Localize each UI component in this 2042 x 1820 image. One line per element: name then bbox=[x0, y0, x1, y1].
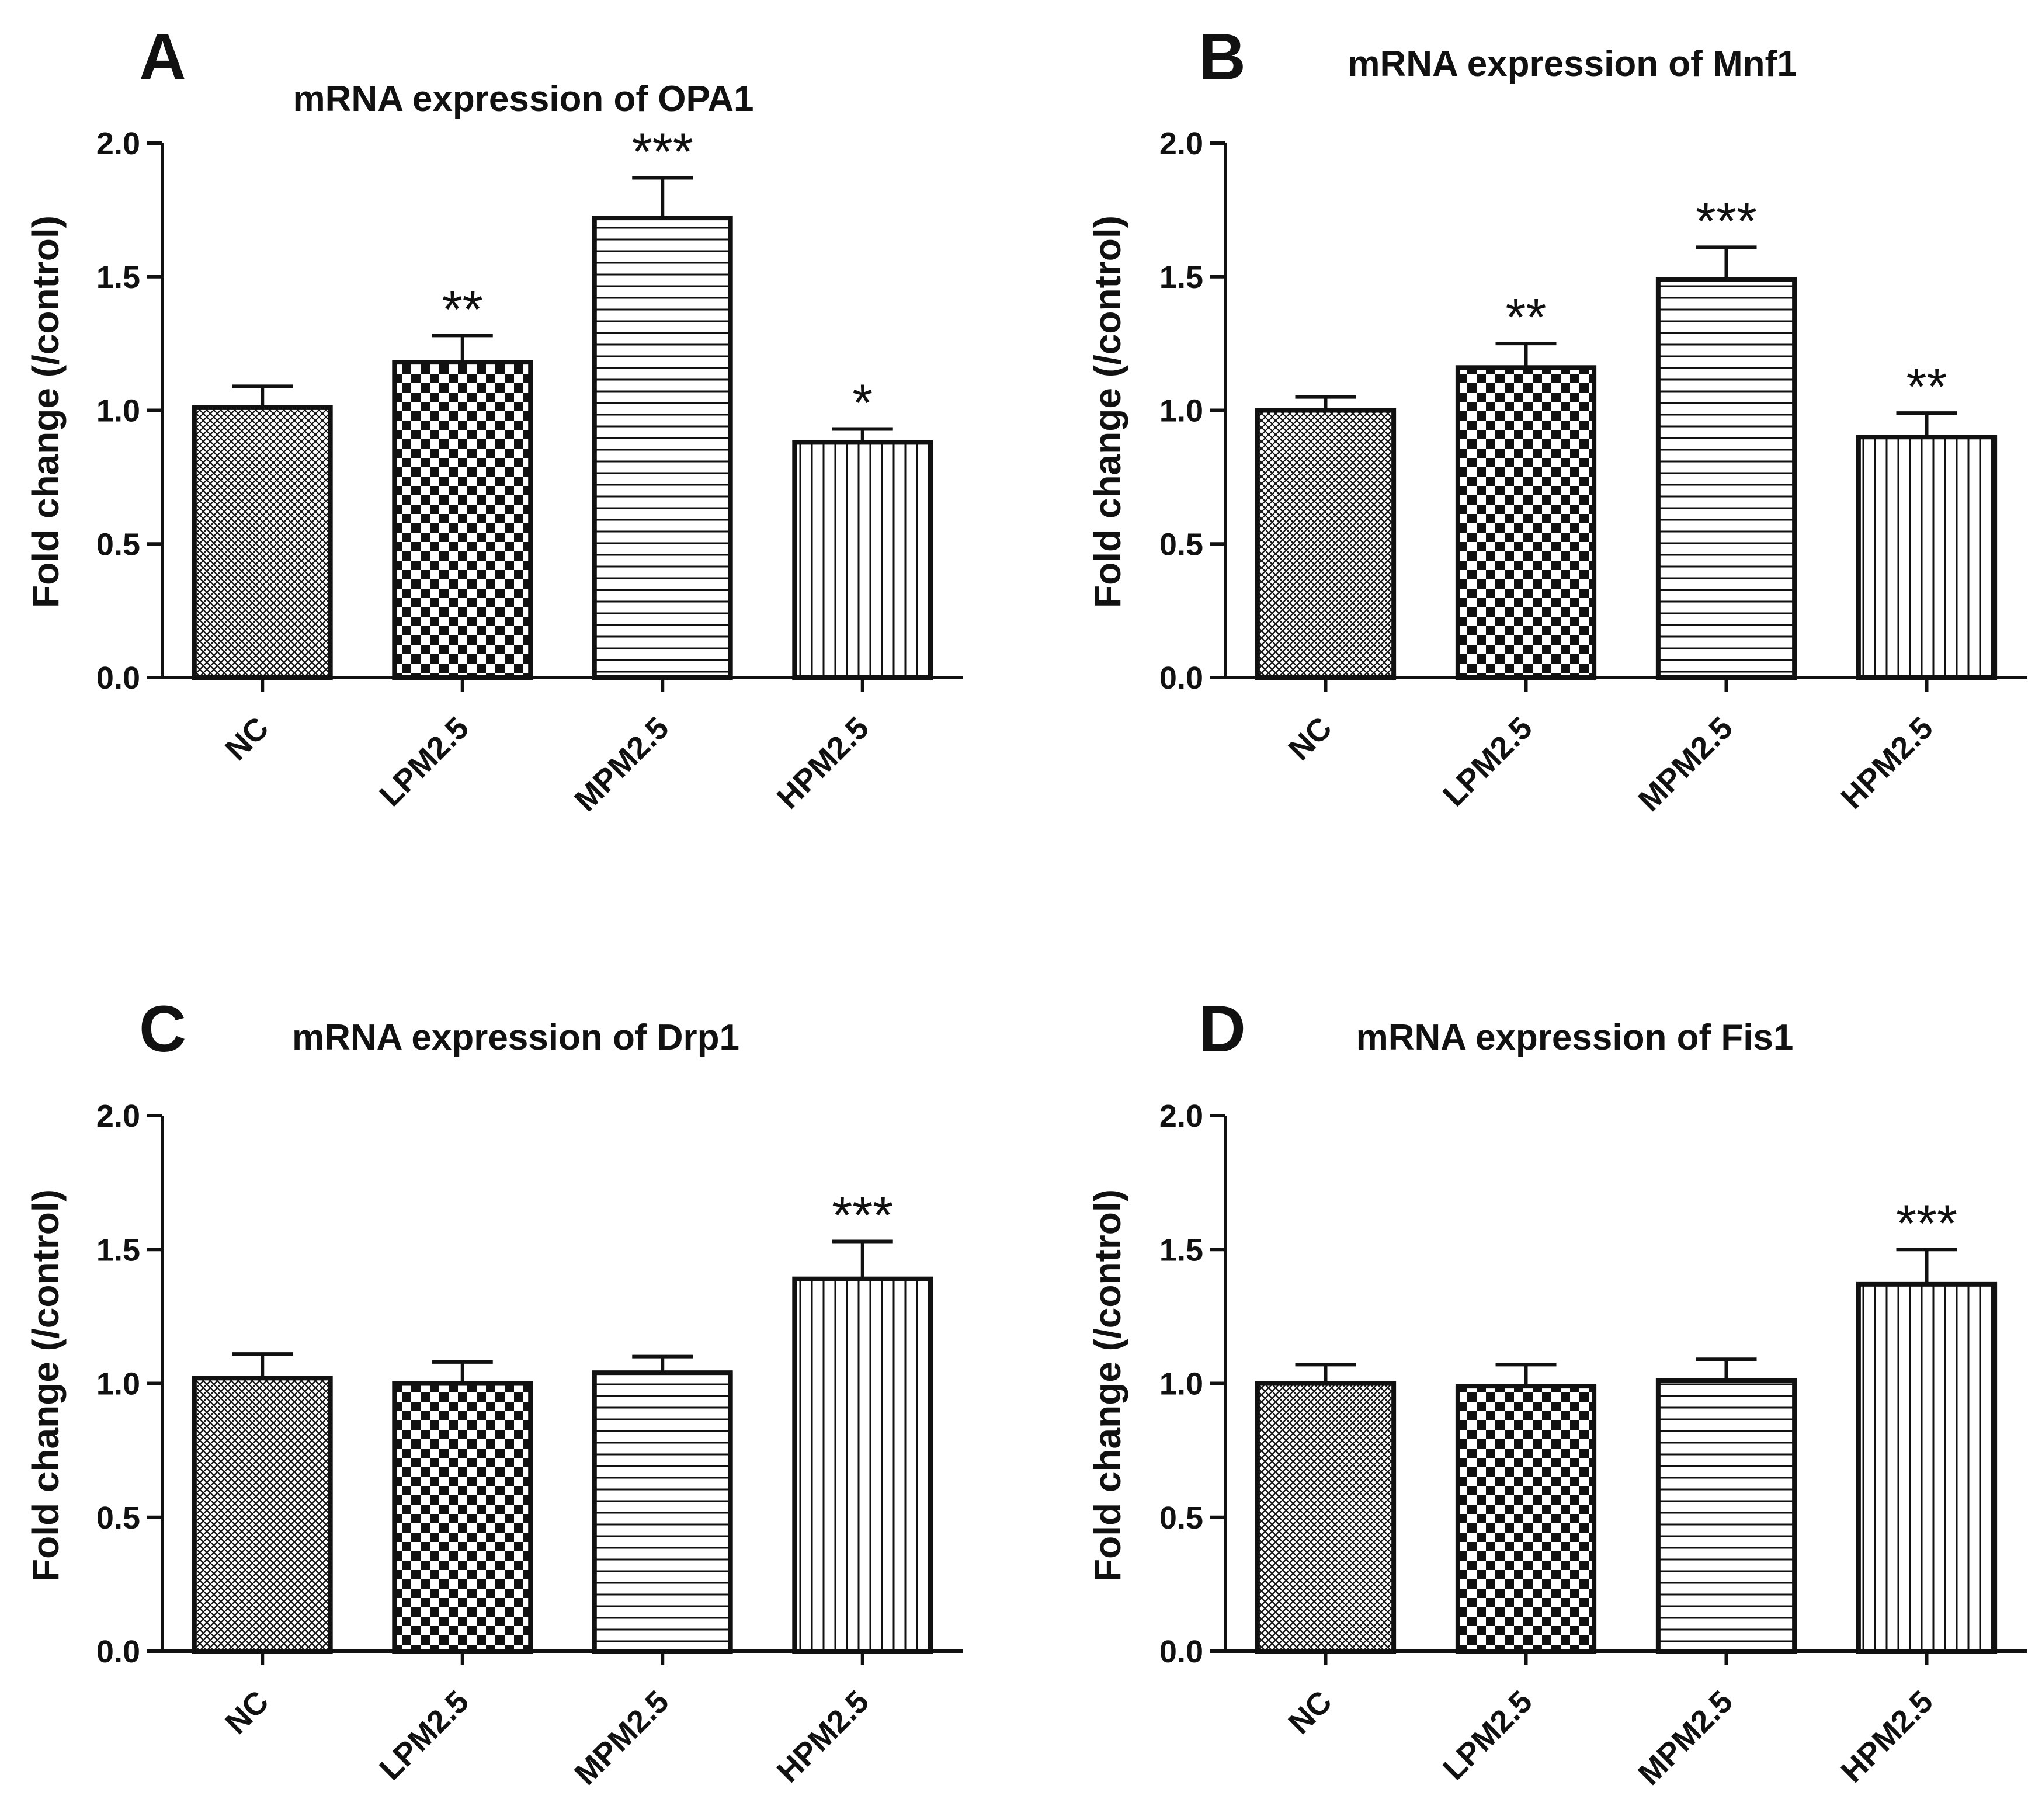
y-tick-label: 0.0 bbox=[96, 661, 140, 696]
y-tick-label: 1.0 bbox=[96, 1367, 140, 1402]
y-tick-label: 0.0 bbox=[1159, 1634, 1203, 1669]
x-category-label: NC bbox=[1282, 1684, 1339, 1741]
y-tick-label: 0.0 bbox=[1159, 661, 1203, 696]
bar-a-nc bbox=[192, 405, 333, 680]
panel-letter-a: A bbox=[139, 20, 186, 93]
bar-c-nc bbox=[192, 1376, 333, 1654]
y-tick-label: 1.5 bbox=[96, 1232, 140, 1267]
y-axis-label-b: Fold change (/control) bbox=[1086, 216, 1128, 608]
plot-d: 0.0 0.5 1.0 1.5 2.0 NC LPM2.5 MPM2.5 HPM2.5 *** bbox=[1159, 1099, 2027, 1792]
panel-c: C mRNA expression of Drp1 Fold change (/… bbox=[25, 992, 963, 1792]
significance-marker: ** bbox=[442, 280, 483, 339]
bar-d-mpm25 bbox=[1655, 1378, 1797, 1654]
bar-a-mpm25 bbox=[592, 216, 733, 680]
y-axis-label-d: Fold change (/control) bbox=[1086, 1189, 1128, 1582]
y-tick-label: 1.0 bbox=[1159, 394, 1203, 429]
significance-marker: *** bbox=[632, 123, 693, 181]
significance-marker: *** bbox=[1696, 192, 1757, 251]
y-tick-label: 1.0 bbox=[96, 394, 140, 429]
bar-a-hpm25 bbox=[792, 440, 933, 680]
bar-b-nc bbox=[1255, 408, 1397, 680]
panel-a: A mRNA expression of OPA1 Fold change (/… bbox=[25, 20, 963, 818]
y-tick-label: 0.5 bbox=[1159, 527, 1203, 562]
panel-d: D mRNA expression of Fis1 Fold change (/… bbox=[1086, 992, 2027, 1792]
plot-c: 0.0 0.5 1.0 1.5 2.0 NC LPM2.5 MPM2.5 HPM2.5 *** bbox=[96, 1099, 963, 1792]
bar-c-lpm25 bbox=[392, 1381, 533, 1654]
y-tick-label: 0.0 bbox=[96, 1634, 140, 1669]
y-tick-label: 2.0 bbox=[96, 126, 140, 161]
panel-letter-d: D bbox=[1199, 992, 1246, 1065]
x-category-label: NC bbox=[1282, 710, 1339, 767]
x-category-label: NC bbox=[218, 710, 276, 767]
bar-b-mpm25 bbox=[1655, 277, 1797, 680]
bar-a-lpm25 bbox=[392, 360, 533, 680]
bar-d-nc bbox=[1255, 1381, 1397, 1654]
x-category-label: HPM2.5 bbox=[1835, 710, 1940, 815]
y-tick-label: 2.0 bbox=[1159, 1099, 1203, 1134]
panel-title-c: mRNA expression of Drp1 bbox=[292, 1017, 739, 1058]
x-category-label: LPM2.5 bbox=[373, 710, 475, 813]
panel-title-d: mRNA expression of Fis1 bbox=[1356, 1017, 1794, 1058]
significance-marker: * bbox=[852, 374, 873, 433]
y-tick-label: 2.0 bbox=[96, 1099, 140, 1134]
y-tick-label: 1.5 bbox=[1159, 1232, 1203, 1267]
y-tick-label: 1.5 bbox=[96, 260, 140, 295]
x-category-label: LPM2.5 bbox=[1436, 710, 1539, 813]
bar-b-hpm25 bbox=[1856, 435, 1998, 680]
x-category-label: HPM2.5 bbox=[770, 710, 876, 815]
bar-c-mpm25 bbox=[592, 1370, 733, 1654]
plot-a: 0.0 0.5 1.0 1.5 2.0 NC LPM2.5 ** MPM2.5 *** HPM2.5… bbox=[96, 123, 963, 818]
x-category-label: MPM2.5 bbox=[1631, 1684, 1739, 1792]
bar-c-hpm25 bbox=[792, 1276, 933, 1654]
bar-b-lpm25 bbox=[1455, 365, 1597, 680]
panel-title-a: mRNA expression of OPA1 bbox=[293, 79, 754, 119]
significance-marker: ** bbox=[1505, 289, 1546, 347]
x-category-label: HPM2.5 bbox=[1835, 1684, 1940, 1789]
y-tick-label: 0.5 bbox=[96, 527, 140, 562]
x-category-label: LPM2.5 bbox=[373, 1684, 475, 1787]
y-axis-label-a: Fold change (/control) bbox=[25, 216, 67, 608]
x-category-label: LPM2.5 bbox=[1436, 1684, 1539, 1787]
significance-marker: ** bbox=[1906, 358, 1947, 416]
y-tick-label: 0.5 bbox=[1159, 1501, 1203, 1536]
panel-title-b: mRNA expression of Mnf1 bbox=[1348, 44, 1797, 84]
x-category-label: HPM2.5 bbox=[770, 1684, 876, 1789]
significance-marker: *** bbox=[832, 1186, 893, 1245]
y-tick-label: 1.0 bbox=[1159, 1367, 1203, 1402]
bar-d-hpm25 bbox=[1856, 1281, 1998, 1654]
x-category-label: MPM2.5 bbox=[568, 710, 676, 818]
panel-letter-c: C bbox=[139, 992, 186, 1065]
y-tick-label: 2.0 bbox=[1159, 126, 1203, 161]
significance-marker: *** bbox=[1896, 1194, 1957, 1253]
x-category-label: MPM2.5 bbox=[1631, 710, 1739, 818]
y-tick-label: 1.5 bbox=[1159, 260, 1203, 295]
y-tick-label: 0.5 bbox=[96, 1501, 140, 1536]
panel-letter-b: B bbox=[1199, 20, 1246, 93]
x-category-label: NC bbox=[218, 1684, 276, 1741]
x-category-label: MPM2.5 bbox=[568, 1684, 676, 1792]
bar-d-lpm25 bbox=[1455, 1384, 1597, 1654]
panel-b: B mRNA expression of Mnf1 Fold change (/… bbox=[1086, 20, 2027, 818]
y-axis-label-c: Fold change (/control) bbox=[25, 1189, 67, 1582]
plot-b: 0.0 0.5 1.0 1.5 2.0 NC LPM2.5 ** MPM2.5 *** HPM2.5… bbox=[1159, 126, 2027, 818]
